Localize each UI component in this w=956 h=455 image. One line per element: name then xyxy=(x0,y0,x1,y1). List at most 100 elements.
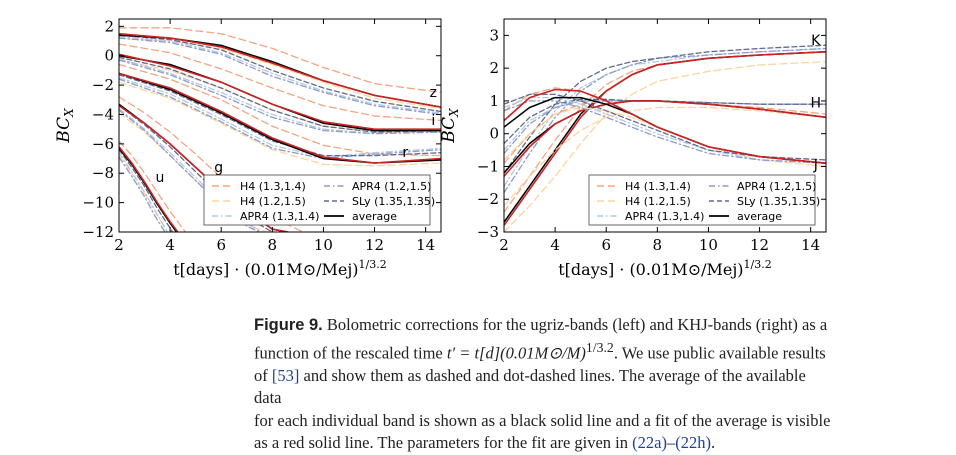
caption-formula-exponent: 1/3.2 xyxy=(585,339,614,355)
series-u-fit xyxy=(119,146,179,232)
x-tick-label: 6 xyxy=(601,236,611,254)
x-tick-label: 14 xyxy=(416,236,435,254)
khj-legend: H4 (1.3,1.4) H4 (1.2,1.5) APR4 (1.3,1.4) AP… xyxy=(588,174,820,226)
band-label-j: J xyxy=(813,158,818,174)
series-z-apr4-1 xyxy=(119,35,441,114)
ugriz-axes-frame xyxy=(118,18,442,233)
y-tick-label: −10 xyxy=(82,194,114,212)
caption-line5-mid: – xyxy=(666,433,676,452)
caption-line4: for each individual band is shown as a b… xyxy=(254,410,831,430)
band-label-i: i xyxy=(431,113,435,129)
series-z-apr4-2 xyxy=(119,37,441,116)
legend-entry-label: H4 (1.3,1.4) xyxy=(240,180,306,193)
series-i-h4-1 xyxy=(119,43,441,122)
y-tick-label: −1 xyxy=(477,157,499,175)
series-K-apr4-1 xyxy=(504,47,826,187)
series-r-apr4-1 xyxy=(119,77,441,158)
caption-line3-post: and show them as dashed and dot-dashed l… xyxy=(254,365,806,408)
series-u-h4-1 xyxy=(119,140,187,232)
band-label-g: g xyxy=(214,160,223,176)
caption-line2-pre: function of the rescaled time xyxy=(254,343,447,362)
y-tick-label: 1 xyxy=(489,92,499,110)
x-tick-label: 10 xyxy=(314,236,333,254)
ugriz-panel: 2 4 6 8 10 12 14 2 0 −2 −4 −6 −8 −10 −12 t[days] · (0.0… xyxy=(54,17,442,279)
y-tick-label: 2 xyxy=(104,17,114,35)
y-tick-label: 2 xyxy=(489,59,499,77)
series-u-apr4-2 xyxy=(119,156,166,232)
y-tick-label: −2 xyxy=(92,76,114,94)
series-u-sly xyxy=(119,149,174,232)
legend-entry-label: H4 (1.2,1.5) xyxy=(625,195,691,208)
series-K-apr4-2 xyxy=(504,47,826,194)
caption-line2-post: . We use public available results xyxy=(613,343,826,362)
y-tick-label: −2 xyxy=(477,190,499,208)
series-r-fit xyxy=(119,72,441,164)
x-axis-label: t[days] · (0.01M⊙/Mej)1/3.2 xyxy=(173,258,387,279)
legend-entry-label: average xyxy=(737,210,782,223)
series-z-h4-1 xyxy=(119,27,441,94)
series-r-sly xyxy=(119,74,441,157)
ugriz-legend: H4 (1.3,1.4) H4 (1.2,1.5) APR4 (1.3,1.4) AP… xyxy=(203,174,435,226)
series-J-sly xyxy=(504,93,826,161)
khj-axes-frame xyxy=(503,18,827,233)
y-tick-label: 0 xyxy=(489,125,499,143)
series-J-apr4-2 xyxy=(504,100,826,164)
caption-line5-post: . xyxy=(710,433,716,452)
series-K-sly xyxy=(504,44,826,174)
series-K-h4-2 xyxy=(504,60,826,232)
series-u-apr4-1 xyxy=(119,152,169,232)
legend-entry-label: APR4 (1.2,1.5) xyxy=(737,180,816,193)
x-tick-label: 12 xyxy=(750,236,769,254)
y-axis-label: BCX xyxy=(439,108,461,144)
band-label-u: u xyxy=(155,170,164,186)
x-tick-label: 8 xyxy=(653,236,663,254)
caption-formula: t′ = t[d](0.01M⊙/M) xyxy=(446,343,586,362)
x-tick-label: 8 xyxy=(268,236,278,254)
x-tick-label: 14 xyxy=(801,236,820,254)
band-label-k: K xyxy=(811,33,821,49)
series-i-fit xyxy=(119,53,441,130)
legend-entry-label: APR4 (1.2,1.5) xyxy=(352,180,431,193)
equation-link-22h[interactable]: (22h) xyxy=(675,433,711,452)
series-z-fit xyxy=(119,32,441,108)
series-u-h4-2 xyxy=(119,154,169,232)
legend-entry-label: H4 (1.3,1.4) xyxy=(625,180,691,193)
legend-box xyxy=(588,174,816,226)
x-tick-label: 10 xyxy=(699,236,718,254)
legend-entry-label: SLy (1.35,1.35) xyxy=(737,195,820,208)
x-tick-label: 4 xyxy=(165,236,175,254)
series-i-sly xyxy=(119,56,441,133)
series-i-apr4-2 xyxy=(119,59,441,135)
series-z-sly xyxy=(119,34,441,113)
y-tick-label: −3 xyxy=(477,223,499,241)
series-i-apr4-1 xyxy=(119,58,441,135)
series-g-apr4-2 xyxy=(119,109,261,232)
caption-line3-pre: of xyxy=(254,365,272,385)
y-tick-label: 3 xyxy=(489,26,499,44)
x-tick-label: 2 xyxy=(114,236,124,254)
y-tick-label: −4 xyxy=(92,105,114,123)
khj-plot-area xyxy=(504,44,826,232)
figure-caption: Figure 9. Bolometric corrections for the… xyxy=(254,314,834,455)
x-tick-label: 2 xyxy=(499,236,509,254)
band-label-z: z xyxy=(430,85,437,101)
series-K-fit xyxy=(504,50,826,227)
x-axis-label: t[days] · (0.01M⊙/Mej)1/3.2 xyxy=(558,258,772,279)
legend-entry-label: average xyxy=(352,210,397,223)
caption-line1: Bolometric corrections for the ugriz-ban… xyxy=(326,315,828,334)
y-tick-label: −12 xyxy=(82,223,114,241)
y-tick-label: −8 xyxy=(92,164,114,182)
series-H-sly xyxy=(504,98,826,145)
legend-box xyxy=(203,174,431,226)
y-axis-label: BCX xyxy=(54,108,76,144)
caption-line5-pre: as a red solid line. The parameters for … xyxy=(254,433,633,452)
equation-link-22a[interactable]: (22a) xyxy=(632,433,667,452)
legend-entry-label: APR4 (1.3,1.4) xyxy=(625,210,704,223)
y-tick-label: −6 xyxy=(92,135,114,153)
reference-link-53[interactable]: [53] xyxy=(271,365,300,385)
y-tick-label: 0 xyxy=(104,47,114,65)
series-r-apr4-2 xyxy=(119,78,441,160)
series-J-fit xyxy=(504,88,826,164)
